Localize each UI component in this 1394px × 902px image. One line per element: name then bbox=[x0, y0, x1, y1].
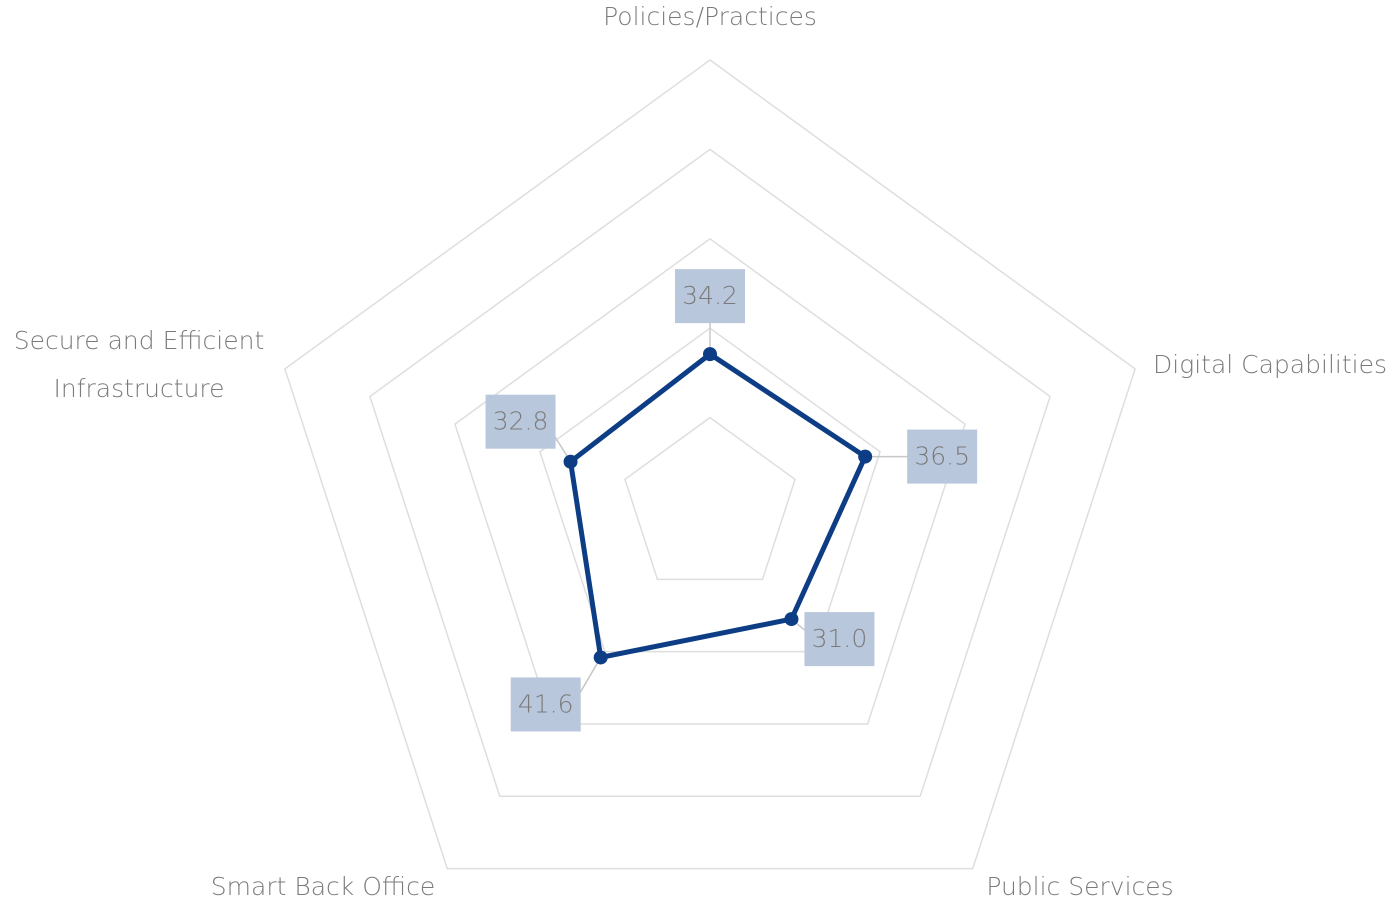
category-label: Digital Capabilities bbox=[1153, 350, 1387, 379]
data-label-box bbox=[804, 612, 875, 667]
data-label-box bbox=[675, 269, 745, 324]
data-point bbox=[563, 454, 578, 469]
grid-ring bbox=[624, 416, 796, 581]
category-label: Public Services bbox=[986, 872, 1173, 901]
grid-ring bbox=[539, 327, 881, 653]
category-label: Secure and Efficient Infrastructure bbox=[14, 326, 265, 403]
data-label: 32.8 bbox=[493, 407, 549, 436]
grid-ring bbox=[369, 148, 1051, 798]
data-label: 34.2 bbox=[682, 281, 738, 310]
data-label: 36.5 bbox=[914, 442, 970, 471]
data-label: 41.6 bbox=[518, 689, 574, 718]
data-point bbox=[784, 612, 799, 627]
data-label-box bbox=[907, 429, 978, 484]
series-line bbox=[568, 351, 868, 660]
category-label: Policies/Practices bbox=[603, 2, 817, 31]
data-label-box bbox=[510, 677, 581, 732]
grid-ring bbox=[454, 237, 966, 725]
data-point bbox=[858, 449, 873, 464]
data-point bbox=[593, 650, 608, 665]
category-label: Smart Back Office bbox=[211, 872, 435, 901]
data-point bbox=[703, 347, 717, 362]
grid-ring bbox=[283, 59, 1137, 870]
data-label: 31.0 bbox=[812, 624, 868, 653]
data-label-box bbox=[485, 394, 556, 449]
